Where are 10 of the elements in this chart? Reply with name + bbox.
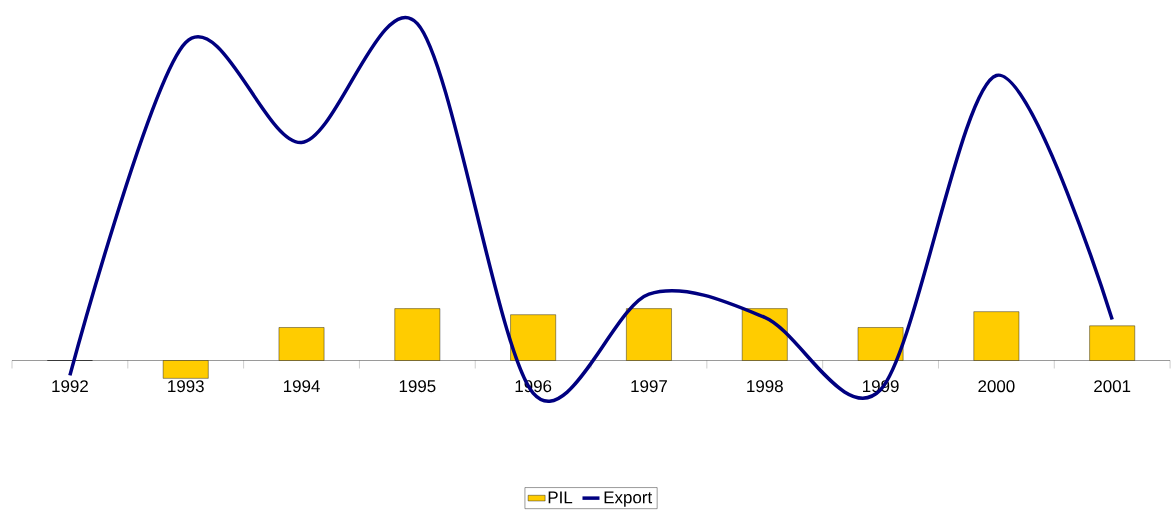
x-tick-label: 1994 xyxy=(283,380,320,393)
x-tick-label: 1997 xyxy=(631,380,667,393)
x-tick-label: 2000 xyxy=(978,380,1015,393)
x-tick-label: 1993 xyxy=(168,380,204,393)
x-tick-label: 1992 xyxy=(52,380,88,393)
legend-label: PIL xyxy=(548,491,573,504)
x-tick-label: 2001 xyxy=(1094,380,1131,393)
x-tick-label: 1995 xyxy=(399,380,436,393)
x-tick-label: 1998 xyxy=(747,380,783,393)
legend-label: Export xyxy=(604,491,653,507)
